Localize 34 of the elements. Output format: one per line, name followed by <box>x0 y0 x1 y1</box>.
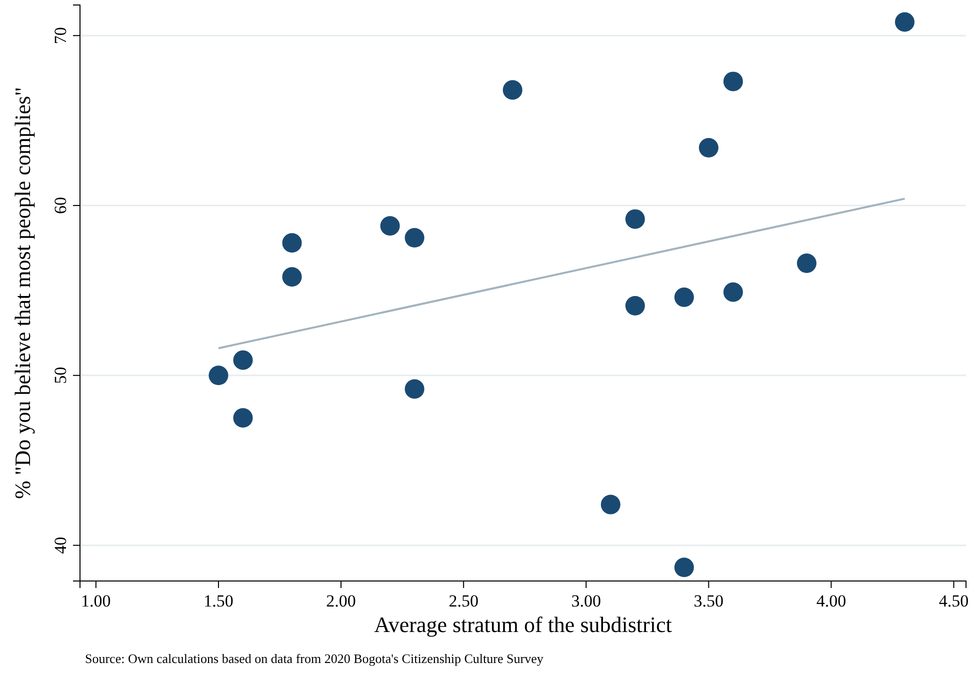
point <box>698 138 718 158</box>
source-note: Source: Own calculations based on data from 2020 Bogota's Citizenship Culture Survey <box>85 651 544 666</box>
x-tick-label: 1.50 <box>204 591 234 610</box>
y-tick-label: 40 <box>50 536 70 554</box>
point <box>282 233 302 253</box>
x-tick-label: 3.00 <box>571 591 601 610</box>
x-tick-label: 4.00 <box>816 591 846 610</box>
x-tick-label: 4.50 <box>938 591 969 610</box>
x-tick-label: 1.00 <box>81 591 111 610</box>
x-tick-label: 2.50 <box>448 591 478 610</box>
x-axis-title: Average stratum of the subdistrict <box>374 612 672 637</box>
point <box>674 287 694 307</box>
point <box>625 209 645 229</box>
point <box>625 296 645 316</box>
point <box>380 216 400 236</box>
point <box>502 80 522 100</box>
y-tick-label: 50 <box>50 366 70 384</box>
x-tick-label: 3.50 <box>694 591 724 610</box>
point <box>282 267 302 287</box>
point <box>674 558 694 578</box>
y-tick-label: 70 <box>50 27 70 44</box>
point <box>208 366 228 386</box>
point <box>723 72 743 92</box>
point <box>600 494 620 514</box>
x-tick-label: 2.00 <box>326 591 356 610</box>
y-axis-title: % "Do you believe that most people complies" <box>10 86 35 500</box>
point <box>404 228 424 248</box>
y-tick-label: 60 <box>50 196 70 214</box>
point <box>404 379 424 399</box>
point <box>723 282 743 302</box>
point <box>233 350 253 370</box>
point <box>894 12 914 32</box>
point <box>796 254 816 274</box>
point <box>233 408 253 428</box>
